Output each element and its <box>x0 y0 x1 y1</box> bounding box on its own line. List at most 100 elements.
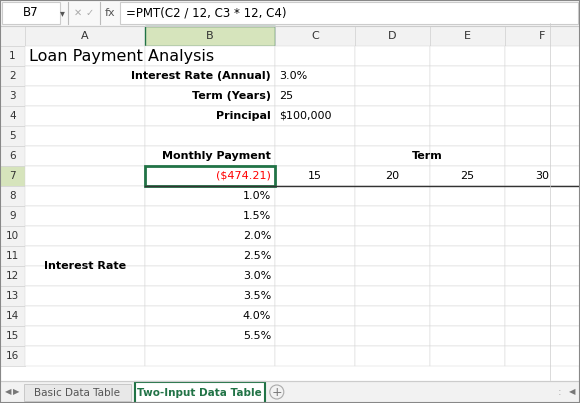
Bar <box>145 106 275 126</box>
Bar <box>505 86 580 106</box>
Bar <box>25 26 145 46</box>
Text: B: B <box>206 31 214 41</box>
Bar <box>355 26 430 46</box>
Bar <box>430 246 505 266</box>
Bar <box>0 381 580 403</box>
Text: 3: 3 <box>9 91 16 101</box>
Bar <box>275 106 355 126</box>
Bar <box>25 46 145 66</box>
Text: C: C <box>311 31 319 41</box>
Bar <box>0 186 25 206</box>
Bar <box>0 266 25 286</box>
Bar <box>430 326 505 346</box>
Text: Principal: Principal <box>216 111 271 121</box>
Text: 5: 5 <box>9 131 16 141</box>
Bar <box>135 382 265 403</box>
Bar <box>0 206 25 226</box>
Bar <box>145 326 275 346</box>
Bar <box>275 186 355 206</box>
Text: 3.5%: 3.5% <box>243 291 271 301</box>
Bar <box>275 266 355 286</box>
Bar <box>430 26 505 46</box>
Text: $100,000: $100,000 <box>279 111 332 121</box>
Bar <box>275 286 355 306</box>
Bar <box>355 126 430 146</box>
Bar <box>505 286 580 306</box>
Bar <box>275 86 355 106</box>
Bar <box>25 186 145 206</box>
Text: +: + <box>271 386 282 399</box>
Text: 30: 30 <box>535 171 549 181</box>
Text: 3.0%: 3.0% <box>279 71 307 81</box>
Bar <box>505 26 580 46</box>
Bar <box>145 26 275 46</box>
Bar <box>25 66 145 86</box>
Text: 14: 14 <box>6 311 19 321</box>
Bar <box>145 166 275 186</box>
Bar <box>505 126 580 146</box>
Bar <box>0 326 25 346</box>
Text: Interest Rate (Annual): Interest Rate (Annual) <box>131 71 271 81</box>
Bar <box>275 126 355 146</box>
Text: 2.5%: 2.5% <box>242 251 271 261</box>
Text: 1.0%: 1.0% <box>243 191 271 201</box>
Text: 10: 10 <box>6 231 19 241</box>
Bar <box>275 206 355 226</box>
Bar <box>430 226 505 246</box>
Bar <box>0 66 25 86</box>
Bar <box>0 86 25 106</box>
Bar <box>145 266 275 286</box>
Bar <box>0 146 25 166</box>
Bar <box>0 26 25 46</box>
Text: 9: 9 <box>9 211 16 221</box>
Bar <box>505 206 580 226</box>
Text: 1: 1 <box>9 51 16 61</box>
Bar <box>25 126 145 146</box>
Bar <box>0 286 25 306</box>
Bar <box>430 126 505 146</box>
Bar <box>275 46 355 66</box>
Text: 13: 13 <box>6 291 19 301</box>
Text: ($474.21): ($474.21) <box>216 171 271 181</box>
Bar <box>430 286 505 306</box>
Bar <box>430 206 505 226</box>
Bar <box>0 246 25 266</box>
Bar <box>355 306 430 326</box>
Bar <box>145 66 275 86</box>
Text: Term: Term <box>412 151 443 161</box>
Bar <box>505 166 580 186</box>
Bar <box>355 266 430 286</box>
Bar <box>145 146 275 166</box>
Bar <box>25 226 145 246</box>
Bar <box>25 86 145 106</box>
Bar <box>505 46 580 66</box>
Bar <box>505 66 580 86</box>
Bar <box>275 226 355 246</box>
Text: 15: 15 <box>6 331 19 341</box>
Text: 11: 11 <box>6 251 19 261</box>
Bar <box>275 166 355 186</box>
Bar <box>355 146 430 166</box>
Text: ▶: ▶ <box>13 388 19 397</box>
Bar <box>355 86 430 106</box>
Bar <box>355 106 430 126</box>
Bar <box>25 306 145 326</box>
Bar <box>505 226 580 246</box>
Bar <box>275 306 355 326</box>
Bar <box>430 146 505 166</box>
Text: 25: 25 <box>461 171 474 181</box>
Bar <box>25 106 145 126</box>
Bar <box>275 346 355 366</box>
Bar <box>0 106 25 126</box>
Text: 4.0%: 4.0% <box>242 311 271 321</box>
Text: B7: B7 <box>23 6 39 19</box>
Bar <box>145 126 275 146</box>
Bar <box>145 226 275 246</box>
Text: 2.0%: 2.0% <box>242 231 271 241</box>
Text: Two-Input Data Table: Two-Input Data Table <box>137 388 262 397</box>
Bar <box>25 266 145 286</box>
Bar <box>430 266 505 286</box>
Text: 8: 8 <box>9 191 16 201</box>
Bar <box>25 166 145 186</box>
Bar <box>145 206 275 226</box>
